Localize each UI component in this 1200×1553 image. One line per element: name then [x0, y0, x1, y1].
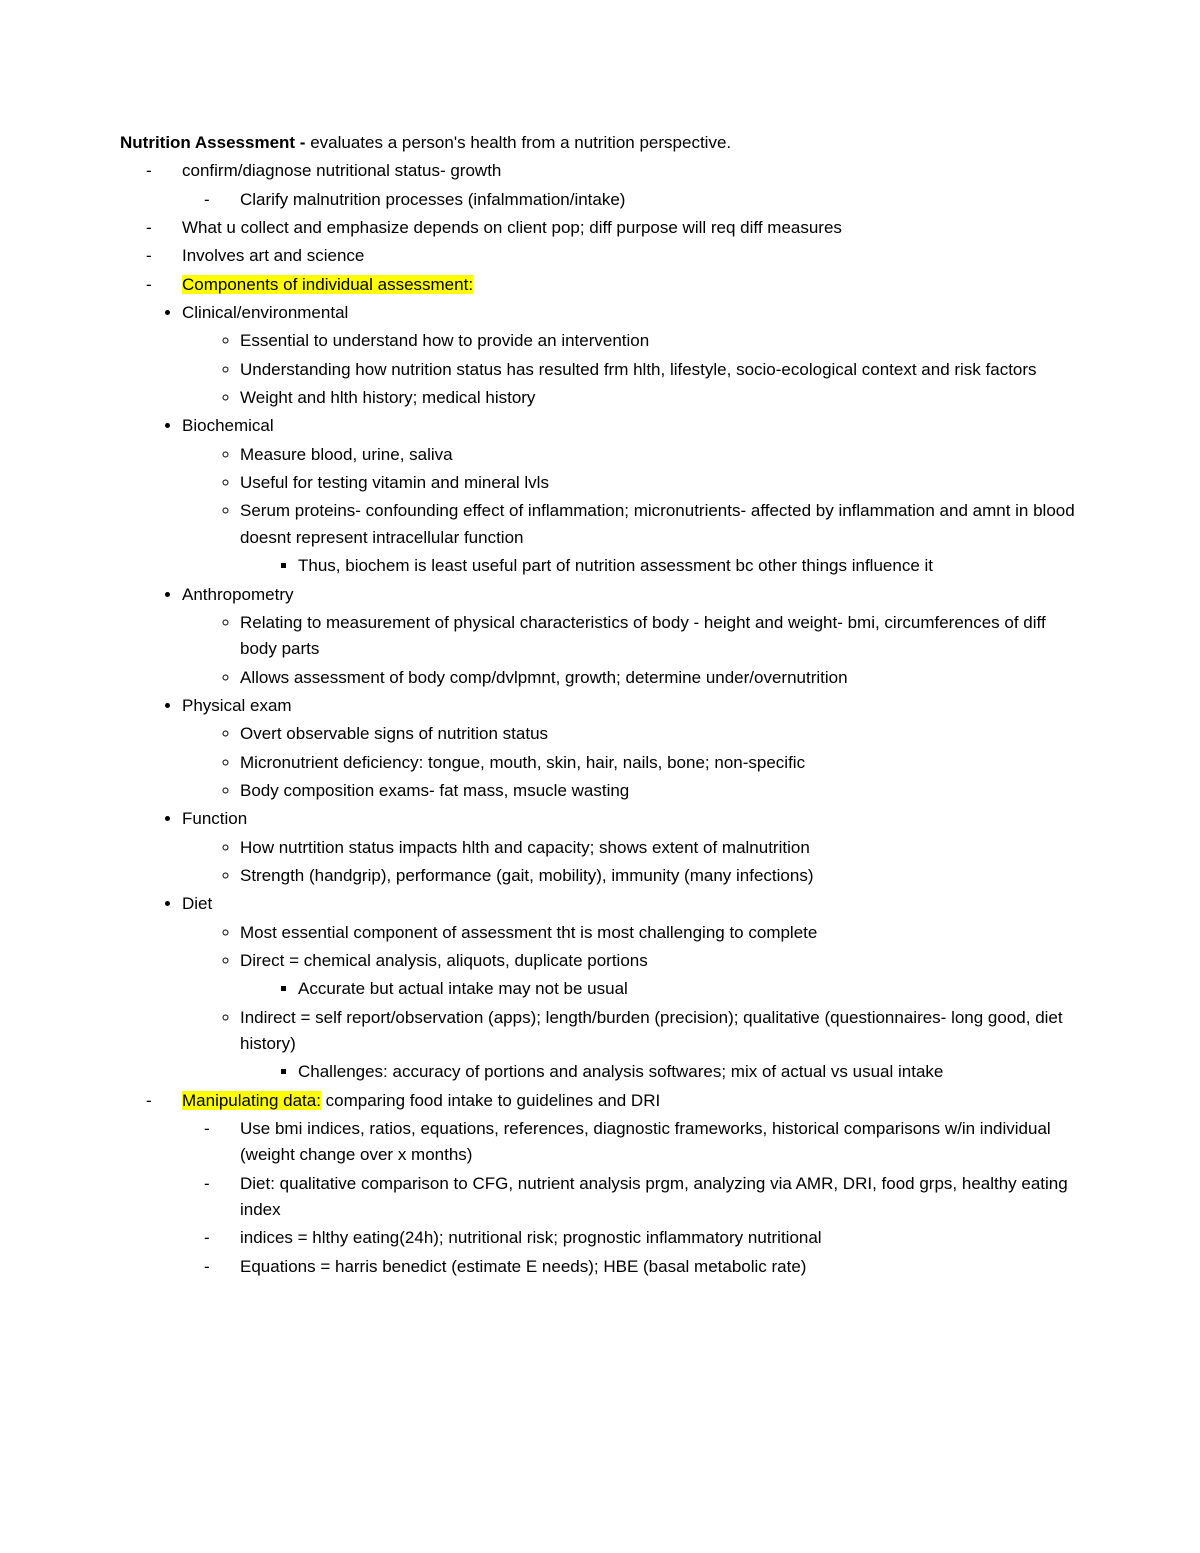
list-item: Challenges: accuracy of portions and ana…: [298, 1059, 1080, 1085]
list-item: indices = hlthy eating(24h); nutritional…: [240, 1225, 1080, 1251]
text: What u collect and emphasize depends on …: [182, 218, 842, 237]
text: Overt observable signs of nutrition stat…: [240, 724, 548, 743]
sub-sublist: Accurate but actual intake may not be us…: [240, 976, 1080, 1002]
text: Clarify malnutrition processes (infalmma…: [240, 190, 625, 209]
list-item: Measure blood, urine, saliva: [240, 442, 1080, 468]
list-item: Involves art and science: [182, 243, 1080, 269]
list-item: Most essential component of assessment t…: [240, 920, 1080, 946]
list-item: Use bmi indices, ratios, equations, refe…: [240, 1116, 1080, 1169]
sub-sublist: Challenges: accuracy of portions and ana…: [240, 1059, 1080, 1085]
list-item: Equations = harris benedict (estimate E …: [240, 1254, 1080, 1280]
text: Use bmi indices, ratios, equations, refe…: [240, 1119, 1051, 1164]
list-item: How nutrtition status impacts hlth and c…: [240, 835, 1080, 861]
list-item: confirm/diagnose nutritional status- gro…: [182, 158, 1080, 213]
text: Physical exam: [182, 696, 292, 715]
text: Anthropometry: [182, 585, 294, 604]
list-item: Diet Most essential component of assessm…: [182, 891, 1080, 1085]
list-item: Accurate but actual intake may not be us…: [298, 976, 1080, 1002]
text: Challenges: accuracy of portions and ana…: [298, 1062, 943, 1081]
list-item: Clinical/environmental Essential to unde…: [182, 300, 1080, 411]
list-item: Understanding how nutrition status has r…: [240, 357, 1080, 383]
list-item: Anthropometry Relating to measurement of…: [182, 582, 1080, 691]
text: Serum proteins- confounding effect of in…: [240, 501, 1075, 546]
list-item: Overt observable signs of nutrition stat…: [240, 721, 1080, 747]
text: Involves art and science: [182, 246, 364, 265]
list-item: Essential to understand how to provide a…: [240, 328, 1080, 354]
text: indices = hlthy eating(24h); nutritional…: [240, 1228, 822, 1247]
text: Strength (handgrip), performance (gait, …: [240, 866, 814, 885]
text: Equations = harris benedict (estimate E …: [240, 1257, 806, 1276]
top-dash-list: confirm/diagnose nutritional status- gro…: [120, 158, 1080, 298]
list-item: Clarify malnutrition processes (infalmma…: [240, 187, 1080, 213]
sublist: How nutrtition status impacts hlth and c…: [182, 835, 1080, 890]
highlight-text: Components of individual assessment:: [182, 275, 473, 294]
sublist: Overt observable signs of nutrition stat…: [182, 721, 1080, 804]
text: Measure blood, urine, saliva: [240, 445, 453, 464]
text: Relating to measurement of physical char…: [240, 613, 1046, 658]
sublist: Essential to understand how to provide a…: [182, 328, 1080, 411]
nested-dash-list: Use bmi indices, ratios, equations, refe…: [182, 1116, 1080, 1280]
text: Diet: qualitative comparison to CFG, nut…: [240, 1174, 1068, 1219]
highlight-text: Manipulating data:: [182, 1091, 321, 1110]
text: Micronutrient deficiency: tongue, mouth,…: [240, 753, 805, 772]
list-item: Micronutrient deficiency: tongue, mouth,…: [240, 750, 1080, 776]
list-item: Function How nutrtition status impacts h…: [182, 806, 1080, 889]
list-item: Direct = chemical analysis, aliquots, du…: [240, 948, 1080, 1003]
text: comparing food intake to guidelines and …: [321, 1091, 660, 1110]
text: Indirect = self report/observation (apps…: [240, 1008, 1063, 1053]
list-item: Strength (handgrip), performance (gait, …: [240, 863, 1080, 889]
list-item: Relating to measurement of physical char…: [240, 610, 1080, 663]
text: Useful for testing vitamin and mineral l…: [240, 473, 549, 492]
sublist: Relating to measurement of physical char…: [182, 610, 1080, 691]
sub-sublist: Thus, biochem is least useful part of nu…: [240, 553, 1080, 579]
text: Essential to understand how to provide a…: [240, 331, 649, 350]
list-item: Weight and hlth history; medical history: [240, 385, 1080, 411]
text: Clinical/environmental: [182, 303, 348, 322]
list-item: Diet: qualitative comparison to CFG, nut…: [240, 1171, 1080, 1224]
list-item: Physical exam Overt observable signs of …: [182, 693, 1080, 804]
sublist: Most essential component of assessment t…: [182, 920, 1080, 1086]
nested-dash-list: Clarify malnutrition processes (infalmma…: [182, 187, 1080, 213]
text: Accurate but actual intake may not be us…: [298, 979, 628, 998]
sublist: Measure blood, urine, saliva Useful for …: [182, 442, 1080, 580]
list-item: Allows assessment of body comp/dvlpmnt, …: [240, 665, 1080, 691]
text: Most essential component of assessment t…: [240, 923, 817, 942]
text: Diet: [182, 894, 212, 913]
text: Thus, biochem is least useful part of nu…: [298, 556, 933, 575]
list-item: Manipulating data: comparing food intake…: [182, 1088, 1080, 1280]
list-item: What u collect and emphasize depends on …: [182, 215, 1080, 241]
text: Direct = chemical analysis, aliquots, du…: [240, 951, 648, 970]
list-item: Body composition exams- fat mass, msucle…: [240, 778, 1080, 804]
list-item: Thus, biochem is least useful part of nu…: [298, 553, 1080, 579]
text: How nutrtition status impacts hlth and c…: [240, 838, 810, 857]
text: Weight and hlth history; medical history: [240, 388, 535, 407]
text: Understanding how nutrition status has r…: [240, 360, 1037, 379]
document-page: Nutrition Assessment - evaluates a perso…: [0, 0, 1200, 1553]
list-item: Indirect = self report/observation (apps…: [240, 1005, 1080, 1086]
title-bold: Nutrition Assessment -: [120, 133, 305, 152]
list-item-highlighted: Components of individual assessment:: [182, 272, 1080, 298]
text: confirm/diagnose nutritional status- gro…: [182, 161, 501, 180]
components-disc-list: Clinical/environmental Essential to unde…: [120, 300, 1080, 1086]
manipulating-dash-list: Manipulating data: comparing food intake…: [120, 1088, 1080, 1280]
text: Function: [182, 809, 247, 828]
title-rest: evaluates a person's health from a nutri…: [305, 133, 731, 152]
text: Biochemical: [182, 416, 274, 435]
list-item: Serum proteins- confounding effect of in…: [240, 498, 1080, 579]
text: Body composition exams- fat mass, msucle…: [240, 781, 629, 800]
list-item: Biochemical Measure blood, urine, saliva…: [182, 413, 1080, 579]
title-line: Nutrition Assessment - evaluates a perso…: [120, 130, 1080, 156]
list-item: Useful for testing vitamin and mineral l…: [240, 470, 1080, 496]
text: Allows assessment of body comp/dvlpmnt, …: [240, 668, 848, 687]
